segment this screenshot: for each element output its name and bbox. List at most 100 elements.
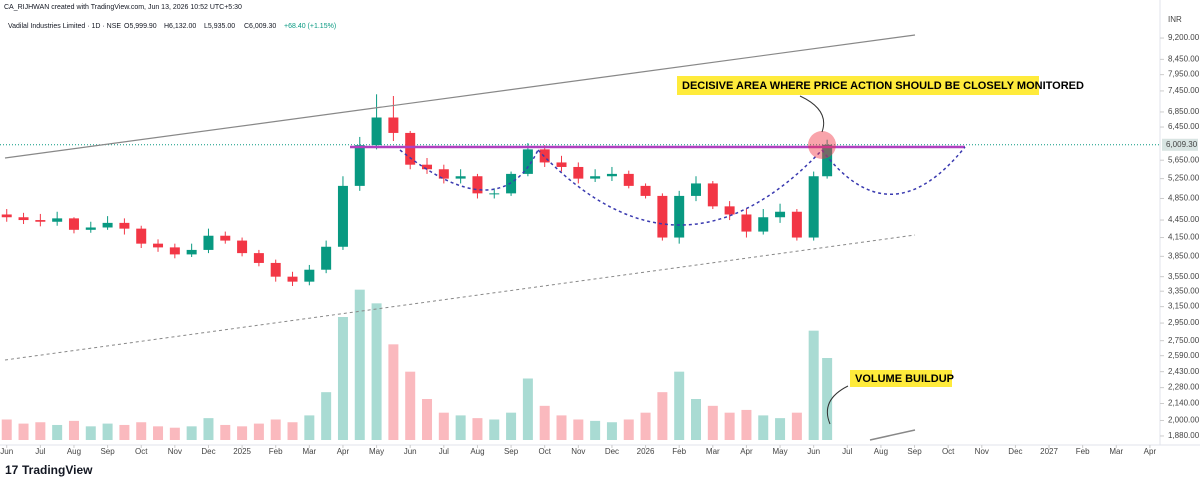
- plot: 9,200.00 8,450.00 7,950.00 7,450.00 6,850.00…: [0, 33, 1200, 456]
- x-tick-label: Sep: [100, 447, 115, 456]
- y-tick-label: 2,750.00: [1168, 336, 1200, 345]
- candle-body: [590, 176, 601, 179]
- logo: TradingView: [22, 463, 93, 477]
- y-tick-label: 4,450.00: [1168, 215, 1200, 224]
- candle-body: [35, 220, 46, 222]
- volume-bar: [724, 412, 735, 440]
- x-tick-label: Apr: [337, 447, 350, 456]
- x-tick-label: Jul: [439, 447, 449, 456]
- x-tick-label: 2026: [637, 447, 655, 456]
- candle-body: [522, 149, 533, 174]
- y-tick-label: 5,650.00: [1168, 155, 1200, 164]
- y-tick-label: 2,140.00: [1168, 399, 1200, 408]
- volume-bar: [472, 418, 483, 440]
- x-tick-label: Dec: [1008, 447, 1022, 456]
- volume-bar: [640, 412, 651, 440]
- logo-mark: 17: [5, 463, 19, 477]
- candle-body: [321, 246, 332, 270]
- volume-bar: [822, 358, 833, 440]
- volume-bar: [741, 409, 752, 440]
- volume-bar: [253, 423, 264, 440]
- x-tick-label: Jun: [807, 447, 820, 456]
- x-tick-label: Nov: [571, 447, 585, 456]
- y-tick-label: 7,950.00: [1168, 70, 1200, 79]
- y-tick-label: 2,590.00: [1168, 351, 1200, 360]
- y-tick-label: 2,280.00: [1168, 383, 1200, 392]
- volume-bar: [354, 289, 365, 440]
- y-tick-label: 5,250.00: [1168, 174, 1200, 183]
- volume-bar: [220, 424, 231, 440]
- volume-bar: [1, 419, 12, 440]
- volume-bar: [438, 412, 449, 440]
- annotation: DECISIVE AREA WHERE PRICE ACTION SHOULD …: [682, 80, 1084, 92]
- volume-bar: [371, 303, 382, 440]
- open-value: O5,999.90: [124, 23, 157, 30]
- arrow: [799, 95, 825, 133]
- volume-bar: [287, 422, 298, 440]
- candle-body: [674, 195, 685, 238]
- volume-bar: [539, 405, 550, 440]
- annotation-box: [850, 370, 952, 387]
- y-tick-label: 3,850.00: [1168, 251, 1200, 260]
- volume-bar: [489, 419, 500, 440]
- volume-bar: [337, 317, 348, 440]
- lower-trendline: [4, 234, 916, 361]
- volume-bar: [102, 423, 113, 440]
- x-tick-label: Oct: [538, 447, 551, 456]
- volume-bar: [707, 405, 718, 440]
- x-tick-label: Jun: [404, 447, 417, 456]
- x-tick-label: 2027: [1040, 447, 1058, 456]
- volume-bar: [606, 422, 617, 440]
- close-value: C6,009.30: [244, 23, 276, 30]
- x-tick-label: Apr: [1144, 447, 1157, 456]
- candle-body: [808, 176, 819, 238]
- y-tick-label: 3,350.00: [1168, 286, 1200, 295]
- candle-body: [18, 217, 29, 221]
- volume-bar: [691, 399, 701, 440]
- high-value: H6,132.00: [164, 23, 196, 30]
- volume-bar: [186, 426, 197, 440]
- y-tick-label: 3,150.00: [1168, 302, 1200, 311]
- small-line: [869, 429, 916, 441]
- candle-body: [304, 269, 315, 282]
- volume-bar: [237, 426, 248, 440]
- candle-body: [657, 195, 668, 238]
- volume-bar: [674, 371, 685, 440]
- candle-body: [691, 183, 701, 196]
- candle-body: [472, 176, 483, 194]
- volume-bar: [791, 412, 802, 440]
- y-tick-label: 9,200.00: [1168, 33, 1200, 42]
- candle-body: [237, 240, 248, 254]
- volume-bar: [68, 420, 79, 440]
- volume-bar: [422, 399, 433, 440]
- candle-body: [354, 145, 365, 186]
- candle-body: [506, 173, 517, 194]
- y-tick-label: 7,450.00: [1168, 86, 1200, 95]
- last-price-box: [1162, 138, 1198, 151]
- volume-bar: [203, 418, 214, 440]
- x-tick-label: Mar: [1109, 447, 1123, 456]
- candle-body: [203, 235, 214, 250]
- low-value: L5,935.00: [204, 23, 235, 30]
- symbol: Vadilal Industries Limited · 1D · NSE: [8, 23, 121, 30]
- arrow: [826, 385, 849, 425]
- volume-bar: [136, 422, 147, 440]
- x-tick-label: Mar: [706, 447, 720, 456]
- volume-bar: [657, 392, 668, 440]
- candle-body: [337, 185, 348, 247]
- volume-bar: [522, 378, 533, 440]
- candle-body: [606, 173, 617, 177]
- candle-body: [791, 211, 802, 238]
- candle-body: [371, 117, 382, 146]
- y-tick-label: 2,430.00: [1168, 367, 1200, 376]
- candle-body: [707, 183, 718, 207]
- change-value: +68.40 (+1.15%): [284, 23, 336, 30]
- candle-body: [68, 218, 79, 230]
- candle-body: [85, 227, 96, 230]
- volume-bar: [169, 427, 180, 440]
- y-tick-label: 4,850.00: [1168, 194, 1200, 203]
- candle-body: [623, 173, 634, 186]
- candle-body: [102, 222, 113, 228]
- volume-bar: [85, 426, 96, 440]
